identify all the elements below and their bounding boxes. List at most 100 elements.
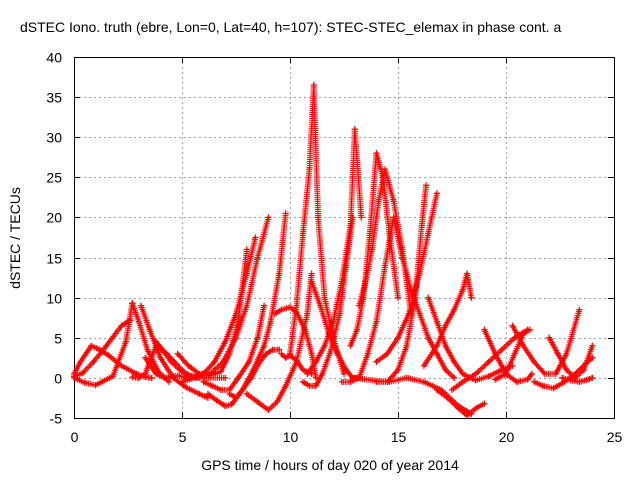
data-point bbox=[407, 286, 414, 293]
data-series bbox=[546, 334, 596, 381]
data-point bbox=[217, 368, 224, 375]
data-point bbox=[386, 378, 393, 385]
data-point bbox=[373, 318, 380, 325]
data-series bbox=[243, 270, 315, 413]
data-point bbox=[567, 377, 574, 384]
y-tick-label: 15 bbox=[46, 251, 62, 267]
x-tick-label: 15 bbox=[391, 429, 407, 445]
data-point bbox=[148, 374, 155, 381]
data-point bbox=[243, 246, 250, 253]
data-series bbox=[71, 342, 155, 381]
data-point bbox=[386, 230, 393, 237]
data-point bbox=[213, 397, 220, 404]
data-point bbox=[589, 374, 596, 381]
data-point bbox=[353, 326, 360, 333]
data-point bbox=[299, 378, 306, 385]
data-point bbox=[265, 406, 272, 413]
data-point bbox=[269, 346, 276, 353]
data-point bbox=[395, 294, 401, 301]
data-series bbox=[559, 374, 596, 385]
data-point bbox=[261, 342, 268, 349]
y-tick-label: 40 bbox=[46, 50, 62, 66]
data-point bbox=[552, 370, 559, 377]
data-point bbox=[343, 366, 350, 373]
data-point bbox=[235, 374, 242, 381]
data-point bbox=[334, 350, 341, 357]
data-point bbox=[274, 398, 281, 405]
data-point bbox=[312, 374, 319, 381]
data-point bbox=[442, 322, 449, 329]
data-point bbox=[176, 366, 183, 373]
data-point bbox=[308, 270, 315, 277]
data-point bbox=[347, 222, 354, 229]
data-point bbox=[196, 390, 203, 397]
data-point bbox=[580, 366, 587, 373]
x-tick-label: 25 bbox=[607, 429, 623, 445]
data-point bbox=[254, 398, 261, 405]
data-point bbox=[194, 374, 201, 381]
x-tick-label: 5 bbox=[179, 429, 187, 445]
plot-frame bbox=[74, 57, 615, 419]
data-point bbox=[509, 322, 516, 329]
data-point bbox=[559, 374, 566, 381]
data-point bbox=[325, 330, 332, 337]
data-point bbox=[472, 370, 479, 377]
series-trail bbox=[509, 306, 583, 377]
data-point bbox=[418, 222, 425, 229]
data-point bbox=[282, 354, 289, 361]
data-point bbox=[347, 342, 354, 349]
data-point bbox=[492, 376, 499, 383]
data-point bbox=[157, 354, 164, 361]
y-tick-label: 30 bbox=[46, 130, 62, 146]
data-point bbox=[88, 342, 95, 349]
data-point bbox=[207, 370, 214, 377]
data-point bbox=[248, 374, 255, 381]
data-point bbox=[382, 262, 389, 269]
data-point bbox=[271, 310, 278, 317]
data-point bbox=[330, 318, 337, 325]
data-point bbox=[304, 310, 311, 317]
data-point bbox=[243, 390, 250, 397]
data-point bbox=[364, 350, 371, 357]
data-point bbox=[338, 378, 345, 385]
data-point bbox=[511, 350, 518, 357]
data-point bbox=[347, 378, 354, 385]
data-point bbox=[222, 374, 229, 381]
data-point bbox=[202, 368, 209, 375]
data-point bbox=[142, 370, 149, 377]
data-point bbox=[341, 370, 347, 377]
data-point bbox=[317, 302, 324, 309]
series-trail bbox=[226, 346, 283, 401]
x-tick-label: 10 bbox=[283, 429, 299, 445]
data-series bbox=[373, 190, 440, 365]
data-point bbox=[589, 342, 596, 349]
data-point bbox=[459, 286, 466, 293]
data-point bbox=[299, 366, 306, 373]
y-tick-label: 0 bbox=[54, 371, 62, 387]
data-point bbox=[433, 342, 440, 349]
data-point bbox=[390, 198, 397, 205]
data-point bbox=[498, 346, 505, 353]
data-point bbox=[293, 357, 300, 364]
data-point bbox=[265, 214, 272, 221]
data-point bbox=[222, 338, 229, 345]
data-point bbox=[109, 373, 116, 380]
data-point bbox=[366, 230, 373, 237]
data-point bbox=[312, 358, 319, 365]
data-point bbox=[423, 182, 430, 189]
data-point bbox=[503, 370, 509, 377]
data-point bbox=[310, 82, 317, 89]
y-tick-label: 25 bbox=[46, 170, 62, 186]
data-point bbox=[464, 412, 471, 419]
data-series bbox=[287, 82, 347, 377]
data-point bbox=[306, 166, 313, 173]
data-series bbox=[433, 386, 488, 419]
series-trail bbox=[174, 246, 250, 379]
data-point bbox=[90, 358, 97, 365]
data-point bbox=[390, 214, 397, 221]
data-point bbox=[485, 358, 492, 365]
data-point bbox=[416, 270, 423, 277]
x-tick-label: 0 bbox=[71, 429, 79, 445]
data-point bbox=[103, 342, 110, 349]
